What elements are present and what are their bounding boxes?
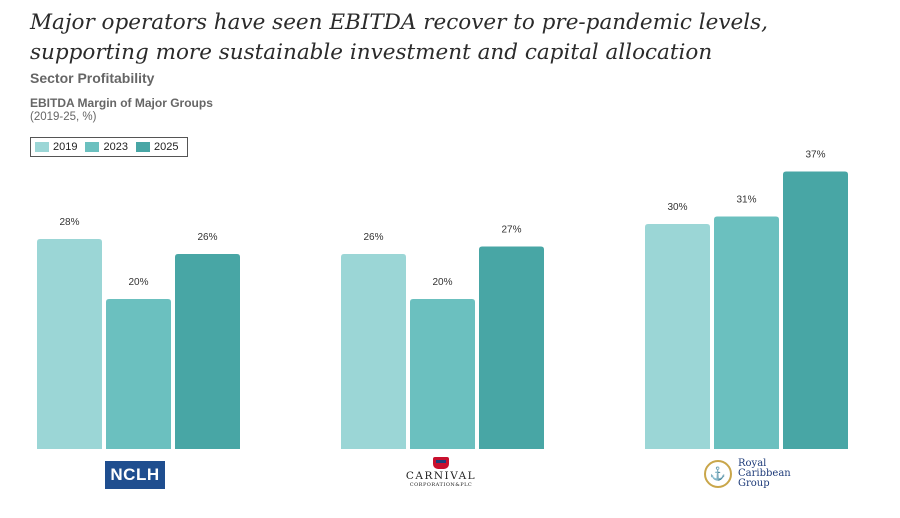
data-label-rcg-2023: 31% [736,195,756,206]
bar-carnival-2025 [479,246,544,449]
legend-label-2023: 2023 [103,141,128,153]
chart-title: EBITDA Margin of Major Groups [30,96,213,110]
data-label-nclh-2025: 26% [197,232,217,243]
nclh-logo: NCLH [105,461,165,489]
data-label-nclh-2019: 28% [59,217,79,228]
data-label-rcg-2019: 30% [667,202,687,213]
section-title: Sector Profitability [30,70,155,86]
carnival-logo-name: CARNIVAL [405,470,477,482]
headline: Major operators have seen EBITDA recover… [30,10,768,65]
legend-swatch-2019 [35,142,49,152]
crown-anchor-icon: ⚓ [704,460,732,488]
data-label-carnival-2025: 27% [501,225,521,236]
legend-item-2019: 2019 [35,141,77,153]
nclh-logo-text: NCLH [110,465,160,484]
bar-carnival-2023 [410,299,475,449]
bar-carnival-2019 [341,254,406,449]
legend-label-2019: 2019 [53,141,78,153]
bar-rcg-2023 [714,216,779,449]
carnival-logo: CARNIVAL CORPORATION&PLC [400,457,482,488]
carnival-funnel-icon [433,457,449,469]
legend-item-2023: 2023 [85,141,128,153]
data-label-nclh-2023: 20% [128,277,148,288]
legend-swatch-2023 [85,142,100,152]
carnival-logo-corp: CORPORATION&PLC [409,482,473,488]
data-label-rcg-2025: 37% [805,150,825,161]
chart-subtitle: (2019-25, %) [30,111,97,123]
data-label-carnival-2023: 20% [432,277,452,288]
bar-rcg-2019 [645,224,710,449]
data-label-carnival-2019: 26% [363,232,383,243]
bar-nclh-2023 [106,299,171,449]
bar-nclh-2025 [175,254,240,449]
legend: 2019 2023 2025 [30,137,188,157]
bar-nclh-2019 [37,239,102,449]
royal-caribbean-logo: ⚓ Royal Caribbean Group [704,459,791,489]
legend-label-2025: 2025 [153,141,179,153]
royal-caribbean-logo-text: Royal Caribbean Group [738,458,791,489]
legend-swatch-2025 [135,142,150,152]
legend-item-2025: 2025 [135,141,179,153]
bar-rcg-2025 [783,171,848,449]
